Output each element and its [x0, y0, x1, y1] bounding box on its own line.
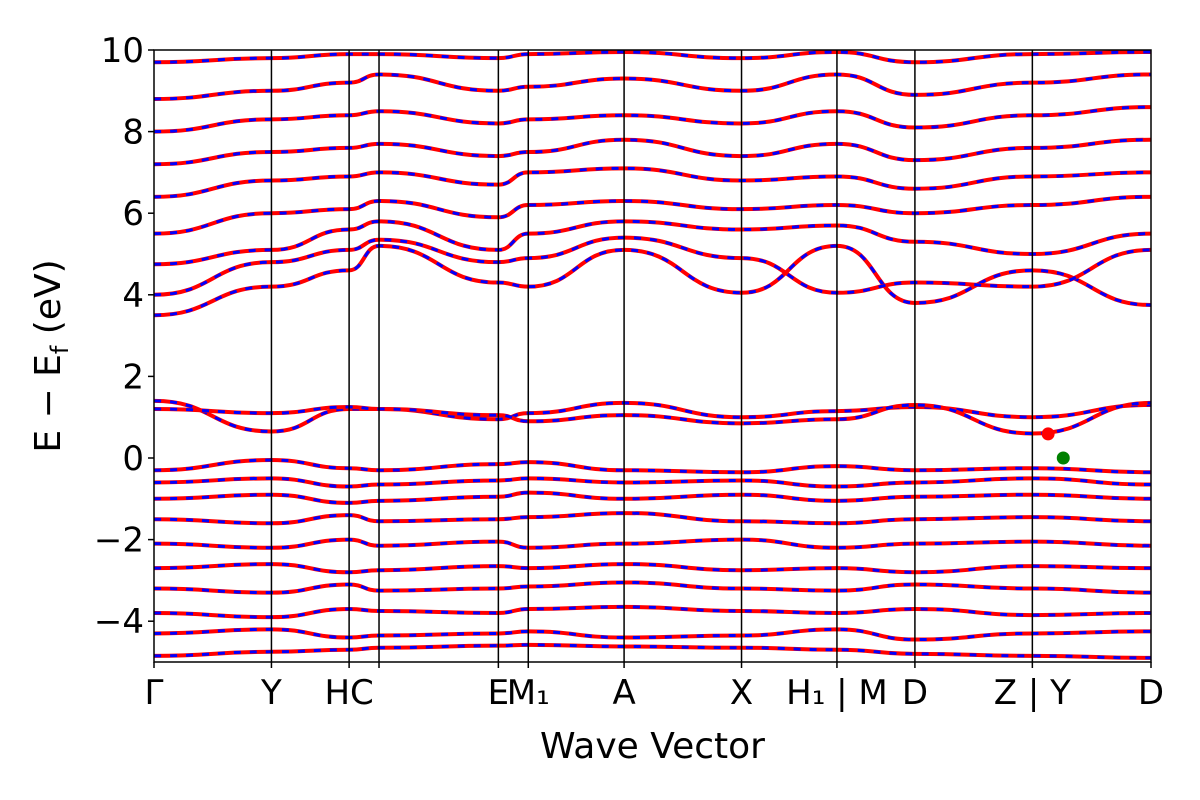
- y-tick-label: 10: [101, 31, 144, 71]
- x-axis-ticks: Γ Y HC EM₁ A X H₁ | M D Z | Y D: [145, 662, 1164, 713]
- band-line-spin-up: [153, 235, 1152, 297]
- y-tick-label: −4: [94, 602, 144, 642]
- extremum-marker: [1056, 451, 1070, 465]
- band-line-spin-down: [153, 195, 1152, 236]
- y-axis-title-unit: (eV): [28, 259, 69, 345]
- markers-layer: [1041, 427, 1070, 465]
- y-tick-label: 6: [122, 194, 144, 234]
- x-tick-label: Y: [260, 673, 282, 713]
- x-tick-label: H₁ | M: [786, 673, 888, 713]
- band-line-spin-down: [153, 50, 1152, 64]
- band-line-spin-down: [153, 72, 1152, 101]
- x-tick-label: A: [612, 673, 635, 713]
- band-line-spin-up: [153, 604, 1152, 620]
- x-tick-label: X: [730, 673, 753, 713]
- band-line-spin-down: [153, 511, 1152, 525]
- y-tick-label: 4: [122, 276, 144, 316]
- y-tick-label: −2: [94, 521, 144, 561]
- band-line-spin-down: [153, 236, 1152, 297]
- x-tick-label: HC: [324, 673, 373, 713]
- band-line-spin-down: [153, 605, 1152, 619]
- band-line-spin-down: [153, 138, 1152, 166]
- y-tick-label: 0: [122, 439, 144, 479]
- kpath-lines: [270, 50, 1034, 662]
- y-axis-title-subscript: f: [46, 345, 74, 354]
- y-axis-ticks: −4 −2 0 2 4 6 8 10: [94, 31, 154, 642]
- band-line-spin-down: [153, 476, 1152, 489]
- band-line-spin-down: [153, 580, 1152, 595]
- x-tick-label: D: [902, 673, 928, 713]
- bands-layer: [153, 50, 1152, 660]
- band-line-spin-down: [153, 399, 1152, 433]
- y-tick-label: 2: [122, 357, 144, 397]
- y-axis-title-main: E − E: [28, 354, 69, 453]
- y-tick-label: 8: [122, 113, 144, 153]
- band-line-spin-down: [153, 643, 1152, 660]
- band-line-spin-down: [153, 244, 1152, 317]
- extremum-marker: [1041, 427, 1055, 441]
- x-tick-label: Z | Y: [994, 673, 1071, 713]
- x-tick-label: E: [488, 673, 509, 713]
- y-axis-title: E − Ef (eV): [28, 259, 74, 452]
- band-line-spin-up: [153, 562, 1152, 575]
- band-line-spin-down: [153, 538, 1152, 550]
- band-line-spin-up: [153, 400, 1152, 436]
- x-tick-label: Γ: [145, 673, 164, 713]
- plot-frame: [153, 49, 1152, 663]
- x-tick-label: M₁: [507, 673, 550, 713]
- band-line-spin-down: [153, 458, 1152, 474]
- band-line-spin-up: [153, 166, 1152, 199]
- band-line-spin-down: [153, 401, 1152, 436]
- x-axis-title: Wave Vector: [540, 726, 765, 767]
- band-line-spin-up: [153, 194, 1152, 236]
- band-line-spin-down: [153, 105, 1152, 134]
- band-line-spin-down: [153, 219, 1152, 266]
- band-line-spin-down: [153, 491, 1152, 505]
- band-line-spin-down: [153, 166, 1152, 199]
- x-tick-label: D: [1138, 673, 1164, 713]
- band-line-spin-down: [153, 627, 1152, 642]
